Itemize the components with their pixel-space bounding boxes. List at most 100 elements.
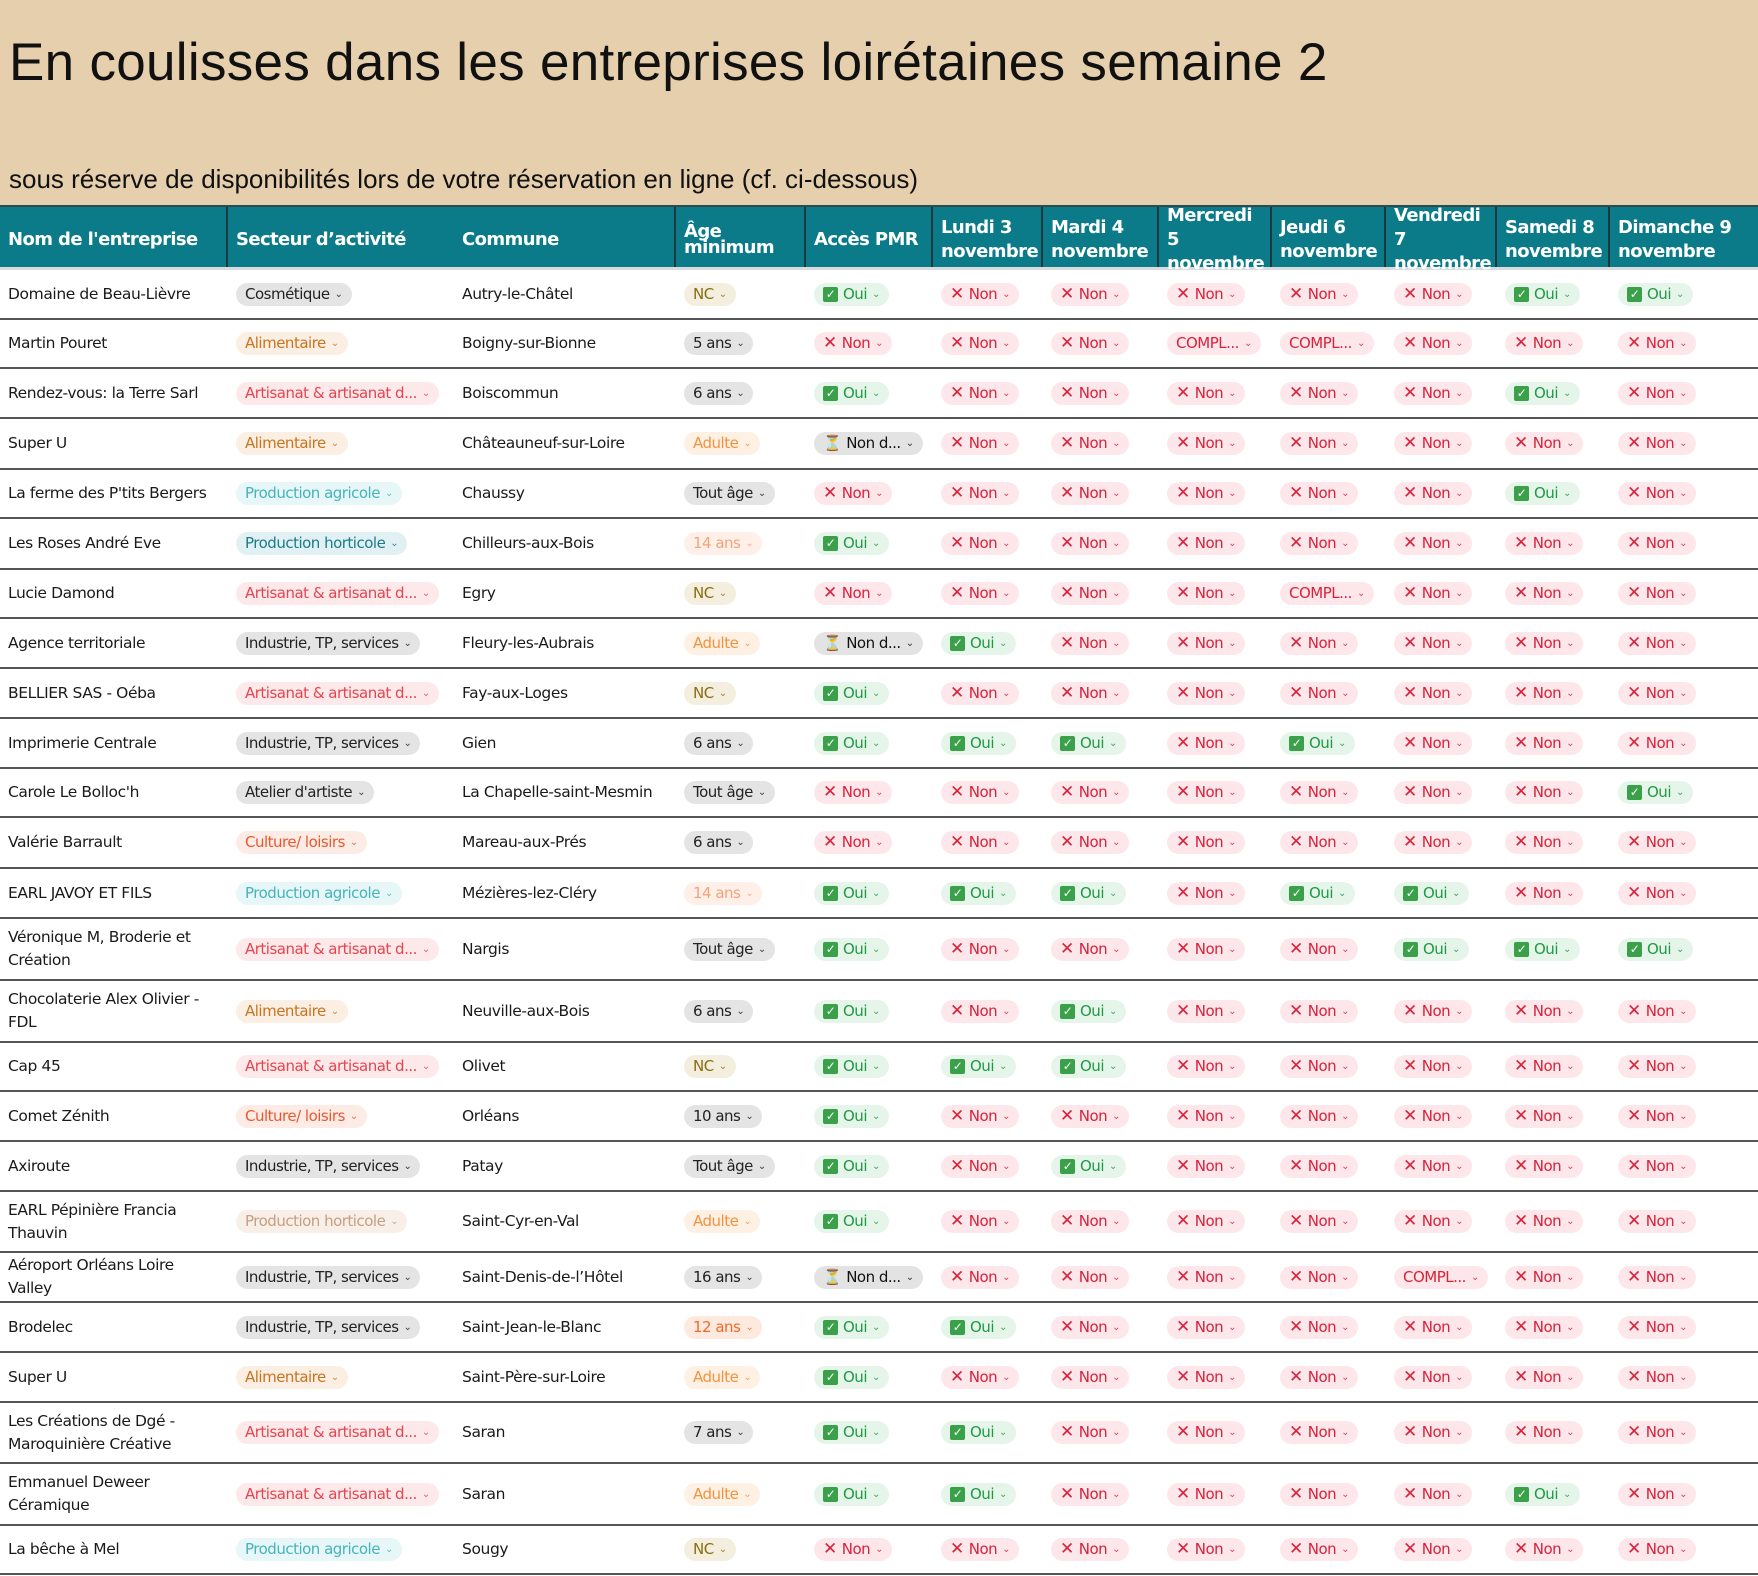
availability-select-lundi[interactable]: ✕ Non ⌄ <box>941 1538 1020 1561</box>
availability-select-mercredi[interactable]: ✕ Non ⌄ <box>1167 532 1246 555</box>
age-select[interactable]: NC ⌄ <box>684 1055 736 1078</box>
pmr-select[interactable]: ✕ Non ⌄ <box>814 332 893 355</box>
pmr-select[interactable]: ✓ Oui ⌄ <box>814 731 889 755</box>
availability-select-dimanche[interactable]: ✓ Oui ⌄ <box>1618 937 1693 961</box>
availability-select-vendredi[interactable]: ✕ Non ⌄ <box>1394 1210 1473 1233</box>
age-select[interactable]: NC ⌄ <box>684 582 736 605</box>
availability-select-jeudi[interactable]: ✓ Oui ⌄ <box>1280 881 1355 905</box>
availability-select-mercredi[interactable]: ✕ Non ⌄ <box>1167 1482 1246 1506</box>
availability-select-dimanche[interactable]: ✕ Non ⌄ <box>1618 731 1697 755</box>
availability-select-samedi[interactable]: ✕ Non ⌄ <box>1505 582 1584 605</box>
availability-select-samedi[interactable]: ✓ Oui ⌄ <box>1505 282 1580 306</box>
pmr-select[interactable]: ✕ Non ⌄ <box>814 1538 893 1561</box>
age-select[interactable]: 14 ans ⌄ <box>684 881 763 905</box>
availability-select-mardi[interactable]: ✕ Non ⌄ <box>1051 282 1130 306</box>
sector-select[interactable]: Production agricole ⌄ <box>236 881 402 905</box>
sector-select[interactable]: Artisanat & artisanat d... ⌄ <box>236 681 439 705</box>
age-select[interactable]: 7 ans ⌄ <box>684 1421 754 1444</box>
availability-select-vendredi[interactable]: ✕ Non ⌄ <box>1394 1538 1473 1561</box>
availability-select-lundi[interactable]: ✓ Oui ⌄ <box>941 1055 1016 1078</box>
availability-select-lundi[interactable]: ✓ Oui ⌄ <box>941 731 1016 755</box>
availability-select-mercredi[interactable]: ✕ Non ⌄ <box>1167 1210 1246 1233</box>
availability-select-mardi[interactable]: ✕ Non ⌄ <box>1051 937 1130 961</box>
sector-select[interactable]: Alimentaire ⌄ <box>236 1365 348 1389</box>
age-select[interactable]: 12 ans ⌄ <box>684 1315 763 1339</box>
availability-select-mercredi[interactable]: ✕ Non ⌄ <box>1167 631 1246 655</box>
availability-select-samedi[interactable]: ✕ Non ⌄ <box>1505 831 1584 854</box>
availability-select-jeudi[interactable]: ✕ Non ⌄ <box>1280 999 1359 1023</box>
column-header-vendredi[interactable]: Vendredi 7 novembre <box>1386 205 1497 274</box>
availability-select-mardi[interactable]: ✕ Non ⌄ <box>1051 1104 1130 1128</box>
availability-select-lundi[interactable]: ✓ Oui ⌄ <box>941 1421 1016 1444</box>
availability-select-vendredi[interactable]: ✕ Non ⌄ <box>1394 332 1473 355</box>
availability-select-lundi[interactable]: ✕ Non ⌄ <box>941 582 1020 605</box>
age-select[interactable]: Tout âge ⌄ <box>684 781 775 804</box>
availability-select-vendredi[interactable]: ✕ Non ⌄ <box>1394 1154 1473 1178</box>
availability-select-mardi[interactable]: ✕ Non ⌄ <box>1051 1210 1130 1233</box>
availability-select-mercredi[interactable]: ✕ Non ⌄ <box>1167 381 1246 405</box>
availability-select-jeudi[interactable]: ✕ Non ⌄ <box>1280 482 1359 505</box>
availability-select-vendredi[interactable]: ✕ Non ⌄ <box>1394 831 1473 854</box>
sector-select[interactable]: Production agricole ⌄ <box>236 482 402 505</box>
pmr-select[interactable]: ✕ Non ⌄ <box>814 582 893 605</box>
column-header-nom[interactable]: Nom de l'entreprise <box>0 207 228 267</box>
sector-select[interactable]: Production horticole ⌄ <box>236 532 408 555</box>
availability-select-vendredi[interactable]: ✕ Non ⌄ <box>1394 999 1473 1023</box>
pmr-select[interactable]: ⏳ Non d... ⌄ <box>814 1265 923 1289</box>
pmr-select[interactable]: ✕ Non ⌄ <box>814 482 893 505</box>
availability-select-dimanche[interactable]: ✕ Non ⌄ <box>1618 1055 1697 1078</box>
availability-select-jeudi[interactable]: ✕ Non ⌄ <box>1280 1210 1359 1233</box>
sector-select[interactable]: Artisanat & artisanat d... ⌄ <box>236 582 439 605</box>
availability-select-lundi[interactable]: ✕ Non ⌄ <box>941 1210 1020 1233</box>
pmr-select[interactable]: ✓ Oui ⌄ <box>814 1055 889 1078</box>
sector-select[interactable]: Industrie, TP, services ⌄ <box>236 731 421 755</box>
availability-select-samedi[interactable]: ✕ Non ⌄ <box>1505 532 1584 555</box>
availability-select-vendredi[interactable]: ✕ Non ⌄ <box>1394 631 1473 655</box>
availability-select-vendredi[interactable]: ✕ Non ⌄ <box>1394 1365 1473 1389</box>
age-select[interactable]: NC ⌄ <box>684 681 736 705</box>
sector-select[interactable]: Artisanat & artisanat d... ⌄ <box>236 1055 439 1078</box>
availability-select-mardi[interactable]: ✓ Oui ⌄ <box>1051 1055 1126 1078</box>
sector-select[interactable]: Production horticole ⌄ <box>236 1210 408 1233</box>
availability-select-lundi[interactable]: ✕ Non ⌄ <box>941 1154 1020 1178</box>
availability-select-mercredi[interactable]: ✕ Non ⌄ <box>1167 1265 1246 1289</box>
pmr-select[interactable]: ✓ Oui ⌄ <box>814 1315 889 1339</box>
age-select[interactable]: 6 ans ⌄ <box>684 999 754 1023</box>
availability-select-samedi[interactable]: ✕ Non ⌄ <box>1505 781 1584 804</box>
availability-select-lundi[interactable]: ✓ Oui ⌄ <box>941 1482 1016 1506</box>
sector-select[interactable]: Industrie, TP, services ⌄ <box>236 631 421 655</box>
sector-select[interactable]: Industrie, TP, services ⌄ <box>236 1154 421 1178</box>
availability-select-jeudi[interactable]: ✕ Non ⌄ <box>1280 381 1359 405</box>
availability-select-mardi[interactable]: ✕ Non ⌄ <box>1051 482 1130 505</box>
availability-select-mardi[interactable]: ✓ Oui ⌄ <box>1051 881 1126 905</box>
availability-select-mardi[interactable]: ✕ Non ⌄ <box>1051 631 1130 655</box>
availability-select-mardi[interactable]: ✕ Non ⌄ <box>1051 582 1130 605</box>
availability-select-samedi[interactable]: ✓ Oui ⌄ <box>1505 381 1580 405</box>
availability-select-mardi[interactable]: ✓ Oui ⌄ <box>1051 731 1126 755</box>
availability-select-samedi[interactable]: ✕ Non ⌄ <box>1505 1104 1584 1128</box>
pmr-select[interactable]: ✓ Oui ⌄ <box>814 1421 889 1444</box>
availability-select-samedi[interactable]: ✕ Non ⌄ <box>1505 1055 1584 1078</box>
column-header-mardi[interactable]: Mardi 4 novembre <box>1043 207 1159 267</box>
availability-select-mardi[interactable]: ✕ Non ⌄ <box>1051 1421 1130 1444</box>
availability-select-mardi[interactable]: ✓ Oui ⌄ <box>1051 999 1126 1023</box>
availability-select-samedi[interactable]: ✕ Non ⌄ <box>1505 1365 1584 1389</box>
pmr-select[interactable]: ⏳ Non d... ⌄ <box>814 631 923 655</box>
availability-select-mercredi[interactable]: ✕ Non ⌄ <box>1167 1104 1246 1128</box>
age-select[interactable]: Tout âge ⌄ <box>684 1154 775 1178</box>
sector-select[interactable]: Production agricole ⌄ <box>236 1538 402 1561</box>
age-select[interactable]: 6 ans ⌄ <box>684 381 754 405</box>
pmr-select[interactable]: ✓ Oui ⌄ <box>814 999 889 1023</box>
availability-select-vendredi[interactable]: ✕ Non ⌄ <box>1394 681 1473 705</box>
age-select[interactable]: Adulte ⌄ <box>684 432 761 455</box>
pmr-select[interactable]: ✓ Oui ⌄ <box>814 1210 889 1233</box>
availability-select-mercredi[interactable]: ✕ Non ⌄ <box>1167 582 1246 605</box>
availability-select-jeudi[interactable]: COMPL... ⌄ <box>1280 332 1374 355</box>
availability-select-mardi[interactable]: ✕ Non ⌄ <box>1051 681 1130 705</box>
age-select[interactable]: 16 ans ⌄ <box>684 1265 763 1289</box>
age-select[interactable]: Tout âge ⌄ <box>684 937 775 961</box>
column-header-jeudi[interactable]: Jeudi 6 novembre <box>1272 207 1386 267</box>
availability-select-jeudi[interactable]: ✕ Non ⌄ <box>1280 831 1359 854</box>
availability-select-jeudi[interactable]: ✕ Non ⌄ <box>1280 1154 1359 1178</box>
availability-select-samedi[interactable]: ✓ Oui ⌄ <box>1505 482 1580 505</box>
